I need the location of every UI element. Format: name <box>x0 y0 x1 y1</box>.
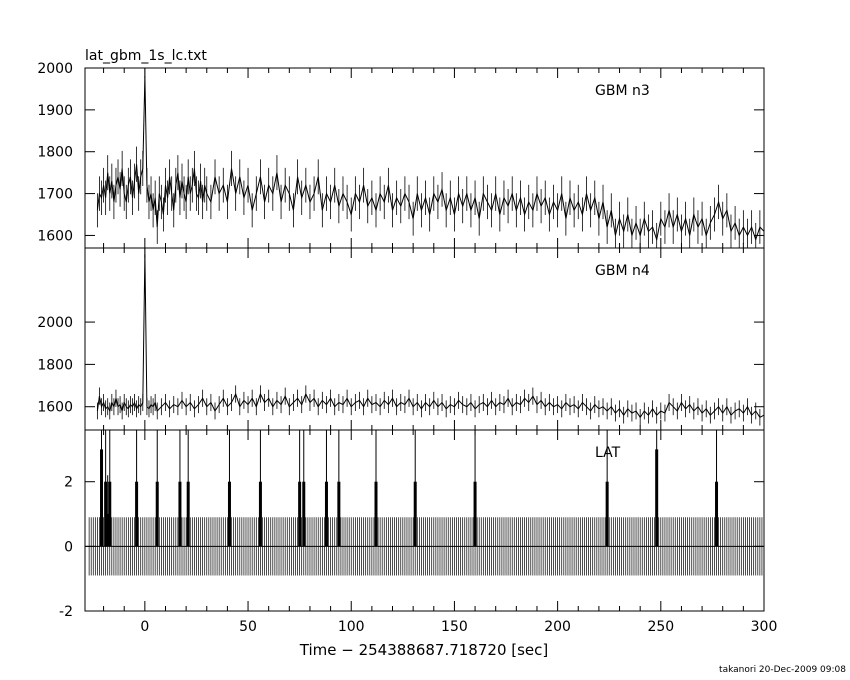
file-title: lat_gbm_1s_lc.txt <box>85 48 207 64</box>
x-tick-label: 200 <box>544 619 571 635</box>
footer-stamp: takanori 20-Dec-2009 09:08 <box>719 665 846 675</box>
y-tick-label: -2 <box>59 604 73 620</box>
event-bar <box>324 481 328 547</box>
y-tick-label: 2 <box>64 475 73 491</box>
y-tick-label: 1800 <box>37 145 73 161</box>
panel-gbm-n4: 1600 1800 2000 GBM n4 <box>37 247 765 431</box>
event-bar <box>473 481 477 547</box>
y-tick-label: 0 <box>64 539 73 555</box>
event-bar <box>413 481 417 547</box>
event-bar <box>135 481 139 547</box>
event-bar <box>186 481 190 547</box>
panel-frame <box>84 247 765 431</box>
series-label: LAT <box>595 445 621 461</box>
x-tick-label: 100 <box>338 619 365 635</box>
x-tick-label: 50 <box>239 619 257 635</box>
series-line <box>96 76 765 242</box>
event-bar <box>178 481 182 547</box>
event-bar <box>227 481 231 547</box>
event-bar <box>298 481 302 547</box>
y-tick-label: 1600 <box>37 228 73 244</box>
y-tick-label: 2000 <box>37 315 73 331</box>
event-bar <box>302 481 306 547</box>
x-tick-label: 0 <box>140 619 149 635</box>
series-line <box>96 254 765 419</box>
panel-gbm-n3: 1600 1700 1800 1900 2000 GBM n3 <box>37 61 765 249</box>
x-tick-label: 150 <box>441 619 468 635</box>
event-bar <box>258 481 262 547</box>
y-tick-label: 1700 <box>37 187 73 203</box>
y-tick-label: 1800 <box>37 357 73 373</box>
event-bar <box>155 481 159 547</box>
event-bar <box>374 481 378 547</box>
series-label: GBM n4 <box>595 263 650 279</box>
x-axis-label: Time − 254388687.718720 [sec] <box>299 641 549 659</box>
panel-lat: -2 0 2 0 50 100 150 200 250 300 LAT <box>59 429 778 635</box>
y-tick-label: 1900 <box>37 103 73 119</box>
event-bar <box>605 481 609 547</box>
series-label: GBM n3 <box>595 83 650 99</box>
event-bar <box>337 481 341 547</box>
event-bar <box>100 449 104 547</box>
event-bar <box>106 514 110 547</box>
event-bar <box>715 481 719 547</box>
event-bar <box>104 481 108 547</box>
y-tick-label: 2000 <box>37 61 73 77</box>
event-bar <box>108 481 112 547</box>
y-tick-label: 1600 <box>37 400 73 416</box>
event-bar <box>655 449 659 547</box>
x-tick-label: 300 <box>751 619 778 635</box>
x-tick-label: 250 <box>647 619 674 635</box>
